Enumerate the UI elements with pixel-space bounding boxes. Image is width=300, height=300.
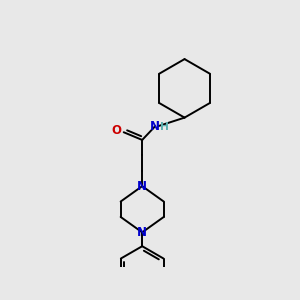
Text: N: N [137, 226, 147, 239]
Text: O: O [111, 124, 121, 137]
Text: N: N [150, 120, 160, 133]
Text: H: H [160, 122, 169, 132]
Text: N: N [137, 180, 147, 193]
